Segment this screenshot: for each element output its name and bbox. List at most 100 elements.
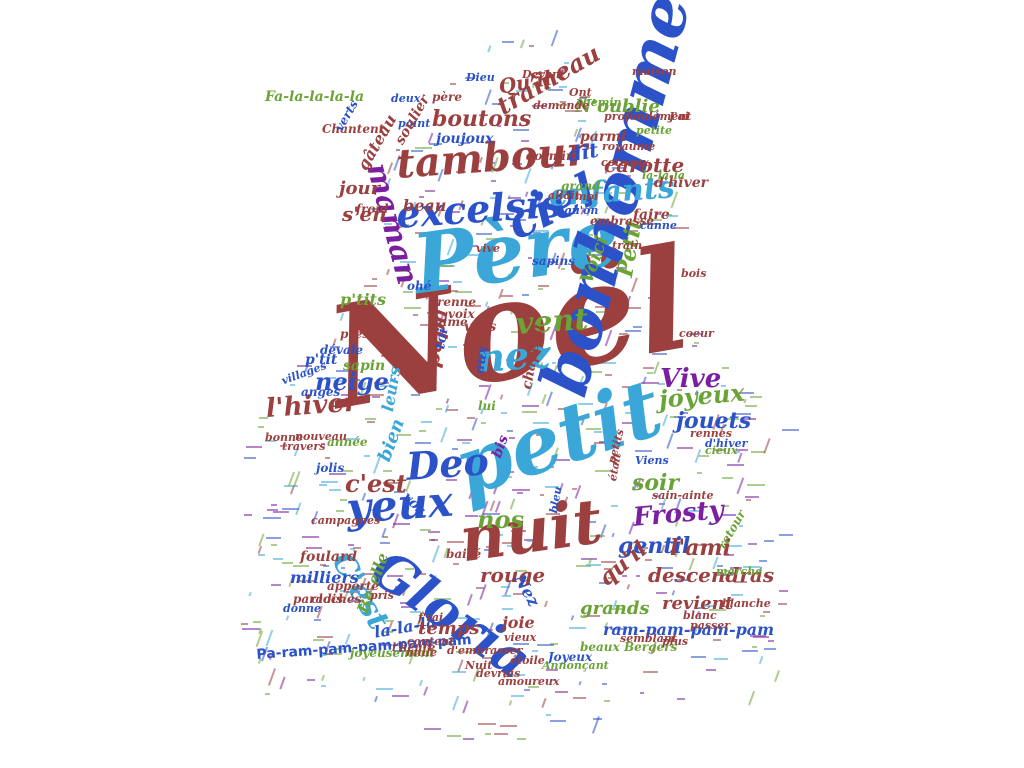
word-cloud-speck xyxy=(625,412,633,415)
word-cloud-speck xyxy=(445,408,459,411)
word-cloud-speck xyxy=(577,402,593,405)
word-cloud-word: renne xyxy=(437,295,477,309)
word-cloud-word: bois xyxy=(681,267,707,280)
word-cloud-speck xyxy=(760,615,766,618)
word-cloud-speck xyxy=(321,675,326,682)
word-cloud-speck xyxy=(696,544,708,547)
word-cloud-speck xyxy=(475,587,484,590)
word-cloud-speck xyxy=(349,378,360,381)
word-cloud-word: p'tit xyxy=(305,352,338,368)
word-cloud-speck xyxy=(427,312,440,315)
word-cloud-speck xyxy=(556,103,571,106)
word-cloud-speck xyxy=(583,202,598,205)
word-cloud-speck xyxy=(601,361,617,364)
word-cloud-word: rennes xyxy=(690,427,732,440)
word-cloud-speck xyxy=(324,652,333,655)
word-cloud-speck xyxy=(382,481,399,484)
word-cloud-speck xyxy=(700,604,716,607)
word-cloud-speck xyxy=(467,416,475,419)
word-cloud-word: Bergers xyxy=(624,640,678,654)
word-cloud-word: marche xyxy=(716,565,763,578)
word-cloud-speck xyxy=(558,358,564,361)
word-cloud-speck xyxy=(646,219,663,221)
word-cloud-speck xyxy=(611,608,623,611)
word-cloud-speck xyxy=(585,253,603,256)
word-cloud-speck xyxy=(501,541,517,544)
word-cloud-speck xyxy=(655,319,668,322)
word-cloud-speck xyxy=(399,602,410,605)
word-cloud-speck xyxy=(539,494,545,497)
word-cloud-speck xyxy=(618,192,631,195)
word-cloud-speck xyxy=(617,174,631,177)
word-cloud-speck xyxy=(640,547,649,550)
word-cloud-speck xyxy=(571,487,577,490)
word-cloud-word: coeur xyxy=(679,327,714,340)
word-cloud-speck xyxy=(698,455,710,458)
word-cloud-speck xyxy=(747,543,757,546)
word-cloud-speck xyxy=(681,411,688,414)
word-cloud-speck xyxy=(375,687,394,690)
word-cloud-speck xyxy=(335,510,344,513)
word-cloud-speck xyxy=(373,696,378,703)
word-cloud-speck xyxy=(566,383,572,386)
word-cloud-word: paradis xyxy=(293,592,343,606)
word-cloud-speck xyxy=(673,579,689,582)
word-cloud-word: profondément xyxy=(604,110,692,123)
word-cloud-speck xyxy=(727,463,745,466)
word-cloud-speck xyxy=(677,697,685,700)
word-cloud-speck xyxy=(721,385,727,388)
word-cloud-speck xyxy=(270,583,282,586)
word-cloud-word: c'est xyxy=(345,469,407,498)
word-cloud-speck xyxy=(293,564,310,567)
word-cloud-speck xyxy=(753,635,769,638)
word-cloud-word: jouets xyxy=(676,408,752,434)
word-cloud-speck xyxy=(522,293,530,296)
word-cloud-word: ohé xyxy=(407,279,432,293)
word-cloud-word: devrais xyxy=(476,667,521,680)
word-cloud-speck xyxy=(505,470,515,473)
word-cloud-speck xyxy=(382,470,393,473)
word-cloud-word: sain-ainte xyxy=(652,489,714,502)
word-cloud-speck xyxy=(656,212,661,215)
word-cloud-word: demande xyxy=(533,99,590,112)
word-cloud-speck xyxy=(486,237,501,240)
word-cloud-speck xyxy=(696,472,703,475)
word-cloud-word: neige xyxy=(315,367,389,396)
word-cloud-word: p'tits xyxy=(340,290,386,309)
word-cloud-speck xyxy=(266,536,281,539)
word-cloud-speck xyxy=(452,617,468,620)
word-cloud-speck xyxy=(290,486,296,495)
word-cloud-speck xyxy=(716,565,723,568)
word-cloud-speck xyxy=(290,383,295,386)
word-cloud-speck xyxy=(594,305,613,308)
word-cloud-word: point xyxy=(398,117,431,130)
word-cloud-speck xyxy=(464,515,478,518)
word-cloud-speck xyxy=(583,614,601,617)
word-cloud-speck xyxy=(639,691,645,694)
word-cloud-speck xyxy=(265,439,277,442)
word-cloud-word: près xyxy=(340,327,370,341)
word-cloud-speck xyxy=(430,173,440,176)
word-cloud-speck xyxy=(559,345,565,348)
word-cloud-speck xyxy=(626,584,631,590)
word-cloud-speck xyxy=(688,573,693,576)
word-cloud-speck xyxy=(751,645,758,648)
word-cloud-speck xyxy=(498,212,515,215)
word-cloud-word: beau xyxy=(403,196,447,215)
word-cloud-speck xyxy=(515,569,528,572)
word-cloud-speck xyxy=(544,485,559,488)
word-cloud-speck xyxy=(305,547,323,550)
word-cloud-speck xyxy=(625,229,638,232)
word-cloud-word: revient xyxy=(662,593,734,614)
word-cloud-word: anges xyxy=(301,385,341,399)
word-cloud-speck xyxy=(350,577,363,580)
word-cloud-speck xyxy=(768,639,774,642)
word-cloud-speck xyxy=(430,344,442,347)
word-cloud-word: coteaux xyxy=(601,156,649,169)
word-cloud-word: lui xyxy=(478,399,496,413)
word-cloud-speck xyxy=(502,40,514,43)
word-cloud-speck xyxy=(452,563,460,566)
word-cloud-speck xyxy=(570,615,574,621)
word-cloud-speck xyxy=(523,688,530,691)
word-cloud-speck xyxy=(715,573,733,576)
